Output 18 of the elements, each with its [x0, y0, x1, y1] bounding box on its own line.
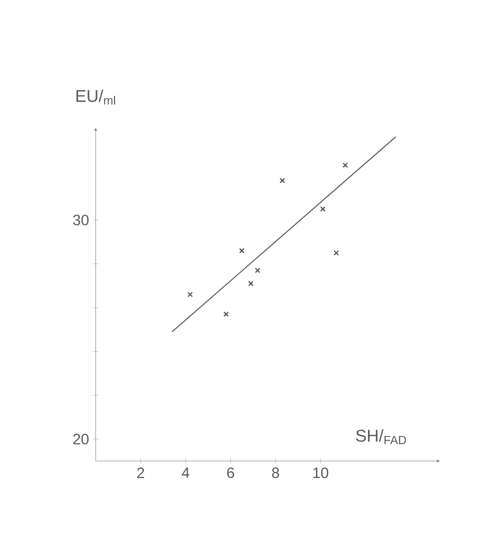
point — [223, 311, 229, 317]
point — [320, 206, 326, 212]
x-axis-title: SH/$_{FAD}$ — [356, 429, 406, 444]
x-tick-label: 10 — [313, 468, 328, 478]
point — [248, 280, 254, 286]
x-tick-label: 6 — [227, 468, 234, 478]
x-tick-label: 8 — [272, 468, 280, 478]
point — [280, 178, 286, 184]
x-tick-label: 2 — [137, 468, 144, 478]
x-tick-label: 4 — [182, 468, 190, 478]
y-tick-label: 20 — [73, 434, 89, 444]
point — [342, 162, 348, 168]
y-tick-label: 30 — [73, 214, 89, 226]
point — [334, 250, 339, 256]
point — [239, 248, 245, 254]
point — [187, 292, 193, 298]
y-axis-title: EU/$_{ml}$ — [76, 90, 116, 104]
point — [254, 268, 260, 274]
